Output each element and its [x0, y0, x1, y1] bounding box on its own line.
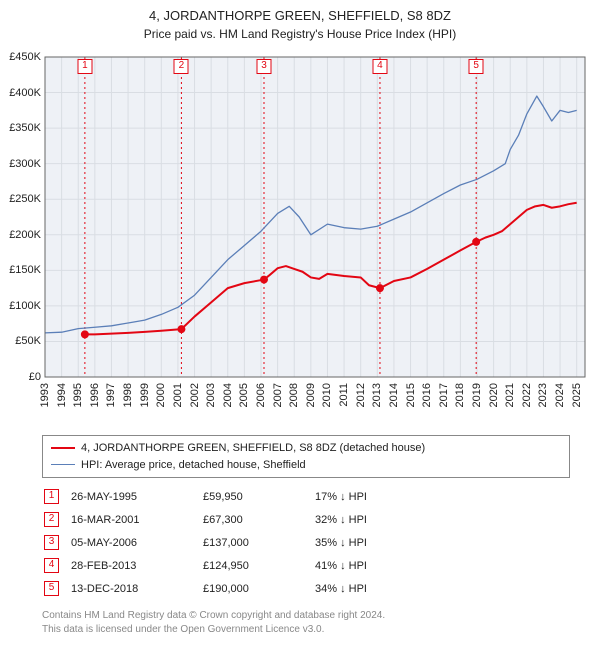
x-tick-label: 2020: [488, 383, 500, 407]
x-tick-label: 2021: [504, 383, 516, 407]
sale-marker-num: 3: [44, 535, 59, 550]
sale-price: £67,300: [203, 509, 313, 530]
x-tick-label: 1995: [72, 383, 84, 407]
y-tick-label: £400K: [1, 87, 41, 99]
sale-marker: 1: [77, 59, 92, 74]
legend-swatch: [51, 464, 75, 465]
sale-date: 28-FEB-2013: [71, 555, 201, 576]
x-tick-label: 1998: [122, 383, 134, 407]
x-tick-label: 2007: [272, 383, 284, 407]
sale-hpi-diff: 35% ↓ HPI: [315, 532, 377, 553]
x-tick-label: 1993: [39, 383, 51, 407]
sale-hpi-diff: 17% ↓ HPI: [315, 486, 377, 507]
x-tick-label: 2008: [288, 383, 300, 407]
x-tick-label: 1996: [89, 383, 101, 407]
sale-marker: 3: [256, 59, 271, 74]
y-tick-label: £150K: [1, 264, 41, 276]
chart-subtitle: Price paid vs. HM Land Registry's House …: [0, 23, 600, 47]
sale-marker-num: 4: [44, 558, 59, 573]
sale-price: £137,000: [203, 532, 313, 553]
x-tick-label: 2005: [238, 383, 250, 407]
price-chart: [0, 47, 600, 427]
x-tick-label: 2009: [305, 383, 317, 407]
sale-row: 1 26-MAY-1995£59,95017% ↓ HPI: [44, 486, 377, 507]
x-tick-label: 1994: [56, 383, 68, 407]
x-tick-label: 2010: [321, 383, 333, 407]
x-tick-label: 2001: [172, 383, 184, 407]
sale-row: 5 13-DEC-2018£190,00034% ↓ HPI: [44, 578, 377, 599]
legend-item: HPI: Average price, detached house, Shef…: [51, 457, 561, 474]
legend: 4, JORDANTHORPE GREEN, SHEFFIELD, S8 8DZ…: [42, 435, 570, 478]
x-tick-label: 2000: [155, 383, 167, 407]
x-tick-label: 2017: [438, 383, 450, 407]
y-tick-label: £450K: [1, 51, 41, 63]
x-tick-label: 2006: [255, 383, 267, 407]
x-tick-label: 2003: [205, 383, 217, 407]
x-tick-label: 2018: [454, 383, 466, 407]
x-tick-label: 2011: [338, 383, 350, 407]
x-tick-label: 2024: [554, 383, 566, 407]
sale-price: £190,000: [203, 578, 313, 599]
x-tick-label: 2004: [222, 383, 234, 407]
sale-marker: 5: [469, 59, 484, 74]
y-tick-label: £200K: [1, 229, 41, 241]
sale-marker-num: 2: [44, 512, 59, 527]
sale-hpi-diff: 32% ↓ HPI: [315, 509, 377, 530]
x-tick-label: 2019: [471, 383, 483, 407]
sale-hpi-diff: 41% ↓ HPI: [315, 555, 377, 576]
x-tick-label: 2025: [571, 383, 583, 407]
x-tick-label: 2014: [388, 383, 400, 407]
sale-date: 05-MAY-2006: [71, 532, 201, 553]
x-tick-label: 2023: [537, 383, 549, 407]
sale-row: 4 28-FEB-2013£124,95041% ↓ HPI: [44, 555, 377, 576]
x-tick-label: 2015: [405, 383, 417, 407]
footer-line-1: Contains HM Land Registry data © Crown c…: [42, 609, 570, 623]
footer-attribution: Contains HM Land Registry data © Crown c…: [42, 609, 570, 636]
y-tick-label: £100K: [1, 300, 41, 312]
legend-swatch: [51, 447, 75, 449]
x-tick-label: 2016: [421, 383, 433, 407]
sales-table: 1 26-MAY-1995£59,95017% ↓ HPI 2 16-MAR-2001…: [42, 484, 379, 601]
sale-row: 3 05-MAY-2006£137,00035% ↓ HPI: [44, 532, 377, 553]
y-tick-label: £350K: [1, 122, 41, 134]
y-tick-label: £250K: [1, 193, 41, 205]
legend-label: HPI: Average price, detached house, Shef…: [81, 459, 306, 471]
x-tick-label: 2002: [189, 383, 201, 407]
x-tick-label: 2013: [371, 383, 383, 407]
sale-row: 2 16-MAR-2001£67,30032% ↓ HPI: [44, 509, 377, 530]
x-tick-label: 2012: [355, 383, 367, 407]
x-tick-label: 1997: [105, 383, 117, 407]
sale-date: 13-DEC-2018: [71, 578, 201, 599]
y-tick-label: £0: [1, 371, 41, 383]
footer-line-2: This data is licensed under the Open Gov…: [42, 623, 570, 637]
sale-price: £59,950: [203, 486, 313, 507]
sale-date: 26-MAY-1995: [71, 486, 201, 507]
legend-label: 4, JORDANTHORPE GREEN, SHEFFIELD, S8 8DZ…: [81, 442, 425, 454]
sale-price: £124,950: [203, 555, 313, 576]
x-tick-label: 2022: [521, 383, 533, 407]
sale-hpi-diff: 34% ↓ HPI: [315, 578, 377, 599]
y-tick-label: £300K: [1, 158, 41, 170]
chart-area: £0 £50K £100K £150K £200K £250K £300K £350K £400…: [0, 47, 600, 427]
sale-marker: 2: [174, 59, 189, 74]
x-tick-label: 1999: [139, 383, 151, 407]
y-tick-label: £50K: [1, 335, 41, 347]
page: 4, JORDANTHORPE GREEN, SHEFFIELD, S8 8DZ…: [0, 0, 600, 650]
sale-marker-num: 1: [44, 489, 59, 504]
sale-date: 16-MAR-2001: [71, 509, 201, 530]
sale-marker: 4: [372, 59, 387, 74]
chart-title: 4, JORDANTHORPE GREEN, SHEFFIELD, S8 8DZ: [0, 0, 600, 23]
sale-marker-num: 5: [44, 581, 59, 596]
legend-item: 4, JORDANTHORPE GREEN, SHEFFIELD, S8 8DZ…: [51, 440, 561, 457]
